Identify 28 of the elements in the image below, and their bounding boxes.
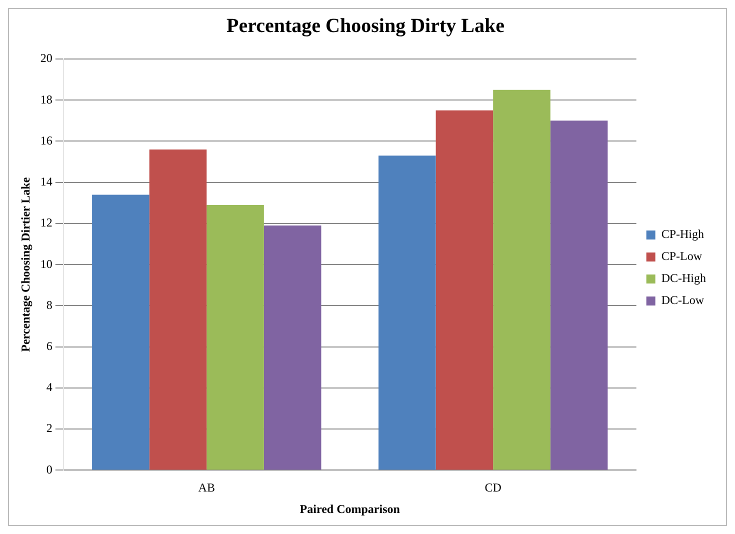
bar xyxy=(206,204,264,470)
bar xyxy=(92,194,150,470)
chart-title: Percentage Choosing Dirty Lake xyxy=(226,15,505,38)
y-tick-label: 12 xyxy=(40,216,52,230)
y-axis-title: Percentage Choosing Dirtier Lake xyxy=(18,176,32,352)
legend-label: DC-High xyxy=(661,271,706,286)
x-tick-label: AB xyxy=(198,480,215,495)
legend-label: CP-High xyxy=(661,227,704,242)
y-tick-label: 8 xyxy=(46,298,52,312)
bar xyxy=(264,226,322,470)
y-tick-label: 14 xyxy=(40,174,52,189)
y-tick-label: 10 xyxy=(40,256,52,271)
x-axis-title: Paired Comparison xyxy=(300,502,400,516)
bar xyxy=(436,110,494,470)
x-tick-label: CD xyxy=(484,480,502,495)
legend-label: CP-Low xyxy=(661,249,702,264)
y-tick-label: 6 xyxy=(46,338,52,353)
y-tick-label: 18 xyxy=(40,92,52,106)
legend-label: DC-Low xyxy=(661,293,704,308)
bar xyxy=(550,120,608,470)
y-tick-label: 16 xyxy=(40,133,52,148)
y-tick-label: 2 xyxy=(46,421,52,436)
bar xyxy=(149,149,207,470)
y-tick-label: 4 xyxy=(46,380,52,394)
y-tick-label: 0 xyxy=(46,462,52,476)
bar xyxy=(378,156,436,470)
bar xyxy=(493,90,550,470)
y-tick-label: 20 xyxy=(40,51,52,66)
